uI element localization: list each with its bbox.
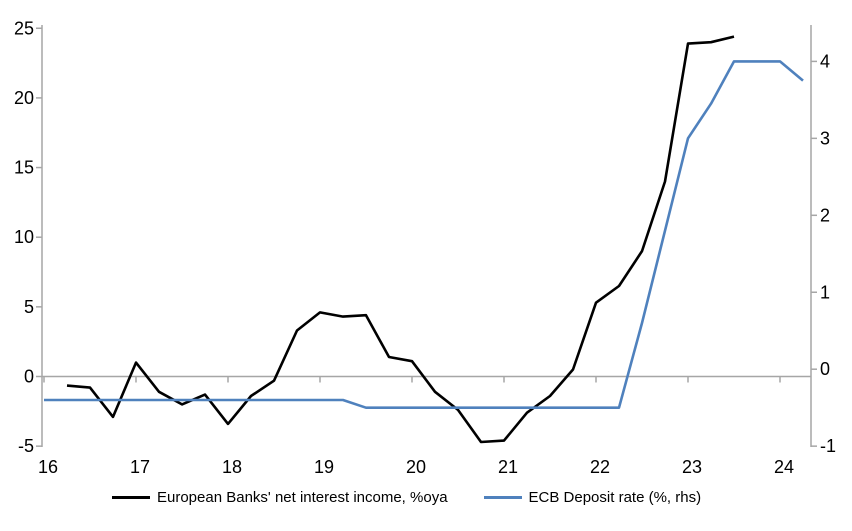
x-tick-label: 17 (130, 457, 150, 477)
y-left-tick-label: 15 (14, 158, 34, 178)
series-line-ecb-deposit-rate (44, 60, 804, 410)
y-right-tick-label: 2 (820, 205, 830, 225)
legend-label-ecb-deposit-rate: ECB Deposit rate (%, rhs) (528, 489, 702, 506)
x-tick-label: 20 (406, 457, 426, 477)
legend-label-net-interest-income: European Banks' net interest income, %oy… (157, 489, 448, 506)
x-tick-label: 19 (314, 457, 334, 477)
x-tick-label: 23 (682, 457, 702, 477)
y-left-tick-label: -5 (18, 436, 34, 456)
x-tick-label: 18 (222, 457, 242, 477)
y-right-tick-label: 3 (820, 128, 830, 148)
y-right-tick-label: 1 (820, 282, 830, 302)
y-right-tick-label: -1 (820, 436, 836, 456)
x-tick-label: 22 (590, 457, 610, 477)
y-left-tick-label: 25 (14, 18, 34, 38)
y-left-tick-label: 5 (24, 297, 34, 317)
x-tick-label: 24 (774, 457, 794, 477)
black-line-swatch-icon (112, 496, 150, 499)
y-right-tick-label: 4 (820, 51, 830, 71)
chart-legend: European Banks' net interest income, %oy… (0, 489, 852, 506)
y-right-tick-label: 0 (820, 359, 830, 379)
series-line-net-interest-income (66, 35, 735, 444)
legend-item-net-interest-income: European Banks' net interest income, %oy… (112, 489, 448, 506)
legend-item-ecb-deposit-rate: ECB Deposit rate (%, rhs) (483, 489, 702, 506)
x-tick-label: 16 (38, 457, 58, 477)
y-left-tick-label: 20 (14, 88, 34, 108)
y-left-tick-label: 0 (24, 367, 34, 387)
blue-line-swatch-icon (483, 496, 522, 499)
y-left-tick-label: 10 (14, 227, 34, 247)
x-tick-label: 21 (498, 457, 518, 477)
